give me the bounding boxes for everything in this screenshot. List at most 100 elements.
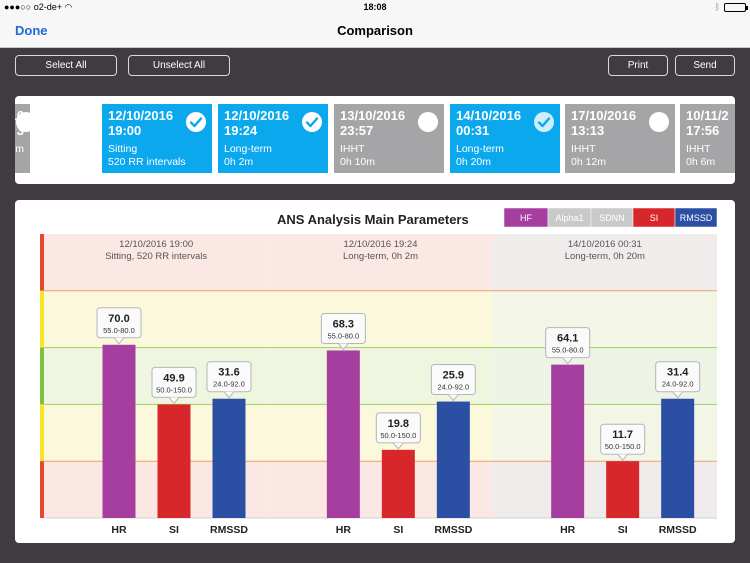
send-button[interactable]: Send xyxy=(675,55,735,76)
category-label: RMSSD xyxy=(210,524,248,536)
measurement-card[interactable]: 17/10/2016 13:13 IHHT 0h 12m xyxy=(565,104,675,173)
done-button[interactable]: Done xyxy=(15,23,48,38)
card-time: 17:56 xyxy=(686,123,720,138)
card-time: 23:57 xyxy=(340,123,374,138)
category-label: SI xyxy=(618,524,628,536)
chart-title: ANS Analysis Main Parameters xyxy=(277,212,469,227)
callout-pointer xyxy=(447,394,459,402)
card-type: term xyxy=(15,143,24,155)
value-label: 31.6 xyxy=(218,367,239,379)
zone-axis-segment xyxy=(40,234,44,291)
category-label: RMSSD xyxy=(434,524,472,536)
print-button[interactable]: Print xyxy=(608,55,668,76)
group-sub-label: Long-term, 0h 20m xyxy=(565,251,645,262)
signal-dots-icon: ●●●○○ xyxy=(4,2,32,12)
value-label: 49.9 xyxy=(163,372,184,384)
category-label: HR xyxy=(111,524,127,536)
empty-circle-icon[interactable] xyxy=(649,112,669,132)
measurement-card[interactable]: 12/10/2016 19:24 Long-term 0h 2m xyxy=(218,104,328,173)
card-detail: 0h 2m xyxy=(224,156,254,168)
value-label: 31.4 xyxy=(667,367,689,379)
legend-label: SI xyxy=(650,213,659,223)
measurement-card[interactable]: /20163term xyxy=(15,104,36,173)
card-time: 19:00 xyxy=(108,123,142,138)
value-label: 70.0 xyxy=(108,313,129,325)
range-label: 55.0-80.0 xyxy=(552,346,584,355)
category-label: RMSSD xyxy=(659,524,697,536)
measurement-card[interactable]: 12/10/2016 19:00 Sitting 520 RR intervals xyxy=(102,104,212,173)
measurement-card[interactable]: 14/10/2016 00:31 Long-term 0h 20m xyxy=(450,104,560,173)
zone-band xyxy=(44,290,269,348)
bar-rmssd[interactable] xyxy=(661,398,695,518)
card-date: 17/10/2016 xyxy=(571,108,637,123)
page-title: Comparison xyxy=(337,23,413,38)
card-detail: 520 RR intervals xyxy=(108,156,186,168)
zone-band xyxy=(268,234,493,291)
range-label: 24.0-92.0 xyxy=(437,383,469,392)
legend-item[interactable] xyxy=(674,207,718,228)
measurement-card[interactable]: 10/11/2 17:56 IHHT 0h 6m xyxy=(680,104,735,173)
empty-circle-icon[interactable] xyxy=(418,112,438,132)
value-label: 68.3 xyxy=(333,318,354,330)
ans-chart-panel: ANS Analysis Main Parameters HF Alpha1 SDNN… xyxy=(15,200,735,543)
checkmark-icon[interactable] xyxy=(186,112,206,132)
value-label: 25.9 xyxy=(443,370,464,382)
group-date-label: 12/10/2016 19:00 xyxy=(119,239,193,250)
card-type: Sitting xyxy=(108,143,138,155)
empty-circle-icon[interactable] xyxy=(16,112,36,132)
card-type: IHHT xyxy=(571,143,596,155)
measurement-card[interactable]: 13/10/2016 23:57 IHHT 0h 10m xyxy=(334,104,444,173)
bar-rmssd[interactable] xyxy=(212,398,246,518)
card-time: 19:24 xyxy=(224,123,258,138)
group-date-label: 12/10/2016 19:24 xyxy=(344,239,418,250)
category-label: SI xyxy=(393,524,403,536)
status-bar: ●●●○○ o2-de+ ◠ 18:08 ᛒ xyxy=(0,0,750,14)
bar-si[interactable] xyxy=(606,461,640,518)
category-label: HR xyxy=(560,524,576,536)
select-all-button[interactable]: Select All xyxy=(15,55,117,76)
unselect-all-button[interactable]: Unselect All xyxy=(128,55,230,76)
card-time: 00:31 xyxy=(456,123,490,138)
checkmark-icon[interactable] xyxy=(534,112,554,132)
group-sub-label: Sitting, 520 RR intervals xyxy=(105,251,207,262)
bar-si[interactable] xyxy=(381,449,415,518)
zone-band xyxy=(268,290,493,348)
range-label: 50.0-150.0 xyxy=(605,442,641,451)
battery-icon xyxy=(724,2,748,12)
callout-pointer xyxy=(392,442,404,450)
category-label: SI xyxy=(169,524,179,536)
range-label: 50.0-150.0 xyxy=(380,431,416,440)
callout-pointer xyxy=(562,357,574,365)
zone-axis-segment xyxy=(40,290,44,348)
value-label: 64.1 xyxy=(557,333,578,345)
bar-rmssd[interactable] xyxy=(436,401,470,518)
bar-hr[interactable] xyxy=(326,350,360,518)
card-time: 13:13 xyxy=(571,123,605,138)
bar-hr[interactable] xyxy=(551,364,585,518)
legend-label: RMSSD xyxy=(680,213,713,223)
card-type: Long-term xyxy=(456,143,504,155)
zone-axis-segment xyxy=(40,347,44,405)
group-date-label: 14/10/2016 00:31 xyxy=(568,239,642,250)
range-label: 50.0-150.0 xyxy=(156,385,192,394)
zone-axis-segment xyxy=(40,404,44,462)
carrier-label: ●●●○○ o2-de+ ◠ xyxy=(4,2,73,12)
range-label: 55.0-80.0 xyxy=(327,331,359,340)
bar-hr[interactable] xyxy=(102,344,136,518)
card-date: 13/10/2016 xyxy=(340,108,406,123)
range-label: 24.0-92.0 xyxy=(213,380,245,389)
range-label: 55.0-80.0 xyxy=(103,326,135,335)
bar-si[interactable] xyxy=(157,404,191,518)
checkmark-icon[interactable] xyxy=(302,112,322,132)
group-sub-label: Long-term, 0h 2m xyxy=(343,251,418,262)
card-date: 10/11/2 xyxy=(686,108,729,123)
card-detail: 0h 6m xyxy=(686,156,716,168)
clock: 18:08 xyxy=(363,2,387,12)
status-right: ᛒ xyxy=(715,2,748,12)
card-type: Long-term xyxy=(224,143,272,155)
zone-band xyxy=(492,234,717,291)
card-type: IHHT xyxy=(686,143,711,155)
callout-pointer xyxy=(617,453,629,461)
card-detail: 0h 20m xyxy=(456,156,492,168)
